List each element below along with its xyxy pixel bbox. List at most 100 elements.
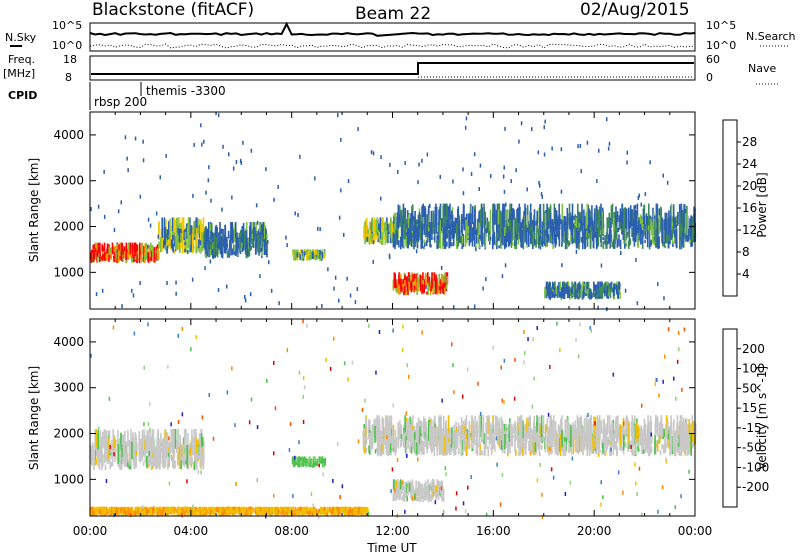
range-gate-cell <box>578 211 580 228</box>
range-gate-cell <box>644 423 647 441</box>
range-gate-cell <box>172 235 174 241</box>
range-gate-cell <box>132 439 135 452</box>
range-gate-cell <box>692 233 695 243</box>
range-gate-cell <box>239 239 241 253</box>
range-gate-cell <box>104 430 107 454</box>
range-gate-cell <box>670 221 673 230</box>
range-gate-cell <box>242 223 245 240</box>
range-gate-cell <box>456 430 459 441</box>
range-gate-cell <box>307 459 310 465</box>
range-gate-cell <box>309 249 312 256</box>
range-gate-cell <box>553 203 556 225</box>
range-gate-cell <box>389 162 391 167</box>
range-gate-cell <box>644 443 647 453</box>
range-gate-cell <box>411 272 413 283</box>
range-gate-cell <box>578 434 581 452</box>
nave-right-tick-bottom: 0 <box>706 71 713 84</box>
range-gate-cell <box>515 168 517 173</box>
range-gate-cell <box>198 219 200 235</box>
range-gate-cell <box>428 276 431 286</box>
range-gate-cell <box>521 230 523 248</box>
range-gate-cell <box>334 275 337 280</box>
range-gate-cell <box>586 140 589 145</box>
range-gate-cell <box>607 287 609 299</box>
range-gate-cell <box>378 223 380 229</box>
range-gate-cell <box>589 216 592 233</box>
range-gate-cell <box>174 429 177 449</box>
range-gate-cell <box>416 285 418 295</box>
range-gate-cell <box>640 202 642 207</box>
range-gate-cell <box>125 445 127 455</box>
range-gate-cell <box>393 479 395 490</box>
range-gate-cell <box>440 273 443 282</box>
range-gate-cell <box>442 433 445 449</box>
range-gate-cell <box>418 426 421 444</box>
range-gate-cell <box>133 253 135 263</box>
range-gate-cell <box>257 512 259 516</box>
range-gate-cell <box>381 444 383 452</box>
range-gate-cell <box>251 234 254 239</box>
range-gate-cell <box>394 212 397 229</box>
range-gate-cell <box>694 423 697 436</box>
range-gate-cell <box>398 240 400 248</box>
range-gate-cell <box>616 214 618 240</box>
range-gate-cell <box>596 179 598 184</box>
range-gate-cell <box>599 287 601 297</box>
range-gate-cell <box>454 435 456 441</box>
range-gate-cell <box>117 430 119 451</box>
range-gate-cell <box>599 449 601 453</box>
range-gate-cell <box>445 225 448 235</box>
range-gate-cell <box>459 427 462 447</box>
range-gate-cell <box>489 209 492 233</box>
range-gate-cell <box>152 429 155 452</box>
range-gate-cell <box>636 215 639 224</box>
range-gate-cell <box>343 232 345 237</box>
range-gate-cell <box>393 441 396 452</box>
range-gate-cell <box>327 267 329 272</box>
range-gate-cell <box>479 163 482 168</box>
range-gate-cell <box>546 284 549 295</box>
range-gate-cell <box>124 251 126 258</box>
range-gate-cell <box>557 424 560 437</box>
range-gate-cell <box>437 428 439 450</box>
range-gate-cell <box>187 242 189 249</box>
range-gate-cell <box>653 212 655 227</box>
range-gate-cell <box>569 443 571 451</box>
range-gate-cell <box>422 222 425 231</box>
range-gate-cell <box>99 252 101 259</box>
range-gate-cell <box>554 281 556 291</box>
range-gate-cell <box>475 229 477 235</box>
range-gate-cell <box>564 283 567 291</box>
range-gate-cell <box>561 220 563 237</box>
range-gate-cell <box>224 238 227 254</box>
range-gate-cell <box>555 287 558 295</box>
range-gate-cell <box>592 234 595 249</box>
range-gate-cell <box>321 458 324 464</box>
range-gate-cell <box>113 258 116 262</box>
range-gate-cell <box>304 457 307 466</box>
range-gate-cell <box>169 442 171 453</box>
range-gate-cell <box>464 125 467 130</box>
range-gate-cell <box>183 429 186 449</box>
range-gate-cell <box>198 433 201 451</box>
range-gate-cell <box>410 489 412 499</box>
range-gate-cell <box>670 203 673 223</box>
range-gate-cell <box>493 437 495 449</box>
range-gate-cell <box>136 445 138 450</box>
range-gate-cell <box>463 433 466 440</box>
range-gate-cell <box>371 227 373 238</box>
freq-line <box>91 62 694 75</box>
range-gate-cell <box>579 143 582 148</box>
range-gate-cell <box>665 219 668 236</box>
range-gate-cell <box>545 223 548 237</box>
range-gate-cell <box>96 243 98 254</box>
range-gate-cell <box>95 429 98 448</box>
range-gate-cell <box>424 480 427 495</box>
range-gate-cell <box>605 237 607 249</box>
range-gate-cell <box>202 217 205 235</box>
range-gate-cell <box>602 434 605 444</box>
range-gate-cell <box>510 179 512 184</box>
range-gate-cell <box>524 226 526 243</box>
range-gate-cell <box>622 428 625 437</box>
